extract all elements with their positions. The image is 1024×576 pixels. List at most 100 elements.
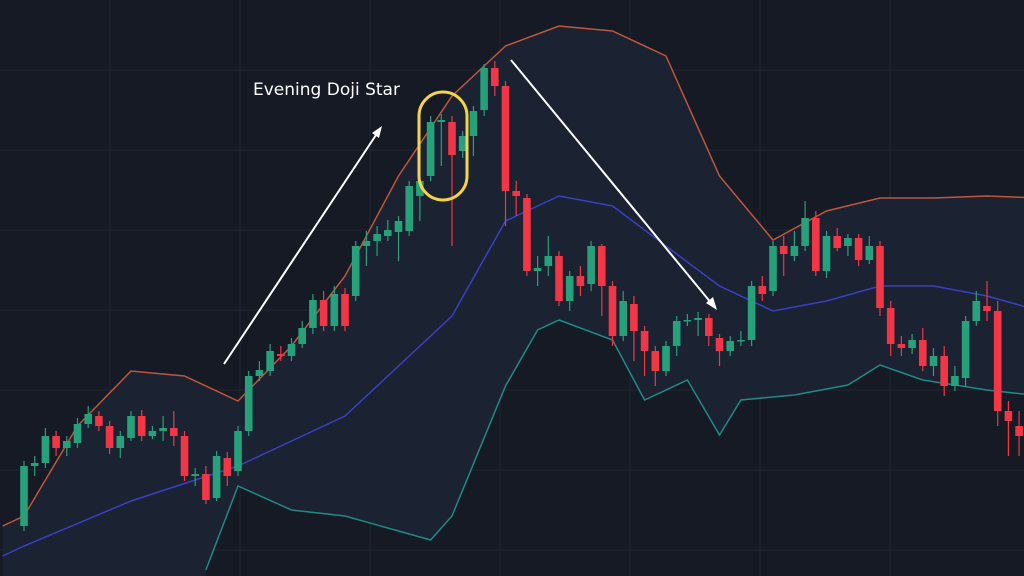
candle-body (533, 268, 542, 271)
candle-body (223, 458, 232, 476)
band-line (2, 25, 1024, 527)
candle-body (865, 246, 874, 260)
candle-body (191, 474, 199, 476)
candle-body (159, 428, 167, 431)
candle-body (940, 356, 948, 386)
candle-body (1015, 426, 1023, 436)
candle-body (619, 301, 627, 336)
annotations: Evening Doji Star (223, 59, 717, 365)
candle-body (95, 416, 103, 426)
candle-body (747, 286, 756, 340)
candle-body (779, 246, 788, 254)
candle-body (501, 86, 510, 191)
candle-body (908, 340, 916, 348)
candle-body (416, 181, 424, 196)
candle-body (426, 122, 435, 176)
candle-body (341, 294, 349, 326)
candle-body (565, 276, 574, 301)
candle-body (116, 436, 125, 448)
candle-body (170, 428, 178, 436)
candle-body (127, 416, 135, 438)
candle-body (255, 370, 264, 376)
candle-body (298, 328, 306, 344)
candle-body (30, 463, 39, 466)
candle-body (148, 431, 157, 436)
candle-body (608, 286, 617, 336)
candle-body (694, 318, 702, 320)
candle-body (705, 318, 713, 336)
candle-body (769, 246, 777, 291)
pattern-highlight (417, 90, 469, 202)
candle-body (84, 414, 92, 424)
candle-body (854, 238, 863, 260)
band-fill (2, 26, 1024, 576)
annotation: Evening Doji Star (253, 80, 400, 100)
candle-body (180, 436, 189, 476)
candle-body (63, 441, 71, 448)
candle-body (469, 111, 478, 136)
candle-body (287, 344, 296, 356)
down-arrow-head (706, 297, 717, 310)
candle-body (20, 466, 28, 526)
candle-body (73, 424, 82, 443)
candle-body (373, 234, 381, 241)
candle-body (266, 351, 274, 371)
candle-body (587, 246, 595, 284)
candle-body (886, 308, 895, 344)
candle-body (662, 346, 670, 371)
up-arrow (223, 131, 379, 365)
candle-body (951, 376, 959, 386)
candle-body (812, 218, 820, 271)
candle-body (983, 306, 991, 311)
candle-body (212, 456, 221, 498)
candle-body (961, 321, 970, 378)
candles (20, 61, 1023, 531)
candle-body (437, 120, 446, 122)
candle-body (822, 236, 831, 271)
candle-body (41, 436, 50, 463)
candle-body (598, 246, 606, 286)
candle-body (919, 340, 927, 366)
candle-body (726, 341, 734, 351)
candle-body (512, 191, 520, 196)
candle-body (405, 186, 413, 231)
candle-body (52, 436, 60, 448)
candle-body (844, 238, 852, 246)
candle-body (993, 311, 1002, 411)
candle-body (234, 431, 242, 471)
candle-body (351, 246, 360, 296)
candle-body (448, 122, 456, 155)
candle-body (244, 376, 253, 431)
candle-body (309, 300, 317, 328)
candle-body (277, 354, 285, 356)
candle-body (480, 68, 488, 110)
candle-body (897, 344, 906, 348)
candle-body (683, 320, 692, 322)
candle-body (651, 351, 660, 371)
candle-body (801, 218, 809, 246)
candle-body (1004, 411, 1013, 421)
candle-body (330, 294, 339, 326)
candle-body (137, 416, 146, 436)
candle-body (394, 221, 403, 232)
candle-body (630, 304, 638, 331)
up-arrow-head (372, 126, 382, 138)
candle-body (319, 300, 328, 326)
candle-body (458, 136, 467, 151)
candle-body (876, 246, 884, 308)
candle-body (790, 246, 799, 256)
candle-body (555, 256, 563, 301)
candle-body (929, 356, 938, 366)
candle-body (362, 241, 371, 246)
candle-body (640, 331, 649, 351)
candle-body (523, 198, 531, 271)
candle-body (576, 276, 585, 286)
candle-body (672, 321, 681, 346)
candle-body (972, 301, 981, 321)
candle-body (737, 340, 745, 342)
candle-body (202, 474, 210, 500)
down-arrow (510, 59, 713, 305)
candle-body (491, 68, 499, 86)
